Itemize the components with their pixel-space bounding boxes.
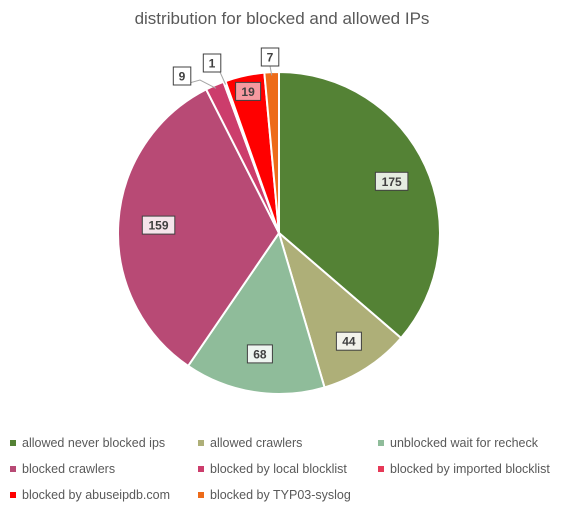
legend-swatch (10, 440, 16, 446)
legend-swatch (198, 466, 204, 472)
legend-swatch (198, 492, 204, 498)
data-label-blocked-by-abuseipdb-com: 19 (235, 81, 262, 101)
legend-item-blocked-by-local-blocklist: blocked by local blocklist (198, 462, 347, 476)
legend-label: unblocked wait for recheck (390, 436, 538, 450)
svg-text:7: 7 (267, 51, 274, 65)
data-label-blocked-by-imported-blocklist: 1 (202, 53, 222, 73)
legend-item-blocked-crawlers: blocked crawlers (10, 462, 115, 476)
legend-item-allowed-never-blocked-ips: allowed never blocked ips (10, 436, 165, 450)
legend-label: allowed crawlers (210, 436, 303, 450)
svg-text:44: 44 (342, 335, 356, 349)
slice-unblocked-wait-for-recheck (186, 230, 326, 395)
data-label-blocked-by-typ03-syslog: 7 (260, 47, 280, 67)
legend-item-blocked-by-typ03-syslog: blocked by TYP03-syslog (198, 488, 351, 502)
svg-text:159: 159 (148, 219, 168, 233)
leader-line-blocked-by-typ03-syslog (269, 65, 273, 76)
svg-text:68: 68 (253, 347, 267, 361)
legend-label: allowed never blocked ips (22, 436, 166, 450)
svg-text:1: 1 (209, 57, 216, 71)
legend-item-blocked-by-imported-blocklist: blocked by imported blocklist (378, 462, 550, 476)
legend-label: blocked by imported blocklist (390, 462, 550, 476)
legend-swatch (198, 440, 204, 446)
data-label-unblocked-wait-for-recheck: 68 (246, 344, 273, 364)
legend-swatch (10, 466, 16, 472)
legend-label: blocked by TYP03-syslog (210, 488, 351, 502)
slice-allowed-never-blocked-ips (278, 70, 441, 340)
chart-title: distribution for blocked and allowed IPs (134, 9, 430, 28)
svg-text:175: 175 (382, 175, 402, 189)
svg-text:9: 9 (179, 70, 186, 84)
data-label-blocked-by-local-blocklist: 9 (172, 66, 192, 86)
data-label-allowed-crawlers: 44 (335, 331, 362, 351)
legend-item-unblocked-wait-for-recheck: unblocked wait for recheck (378, 436, 538, 450)
data-labels: 175 44 68 159 9 1 19 7 (141, 47, 409, 364)
pie-chart: 175 44 68 159 9 1 19 7 (117, 47, 441, 395)
legend-label: blocked crawlers (22, 462, 116, 476)
slice-blocked-crawlers (117, 88, 281, 368)
legend-swatch (10, 492, 16, 498)
legend-item-allowed-crawlers: allowed crawlers (198, 436, 302, 450)
legend-label: blocked by local blocklist (210, 462, 347, 476)
slice-allowed-crawlers (277, 230, 403, 389)
svg-text:19: 19 (241, 85, 255, 99)
data-label-allowed-never-blocked-ips: 175 (374, 171, 409, 191)
legend-item-blocked-by-abuseipdb-com: blocked by abuseipdb.com (10, 488, 170, 502)
data-label-blocked-crawlers: 159 (141, 215, 176, 235)
legend-swatch (378, 440, 384, 446)
legend-swatch (378, 466, 384, 472)
pie-slices (117, 70, 441, 395)
legend-label: blocked by abuseipdb.com (22, 488, 171, 502)
